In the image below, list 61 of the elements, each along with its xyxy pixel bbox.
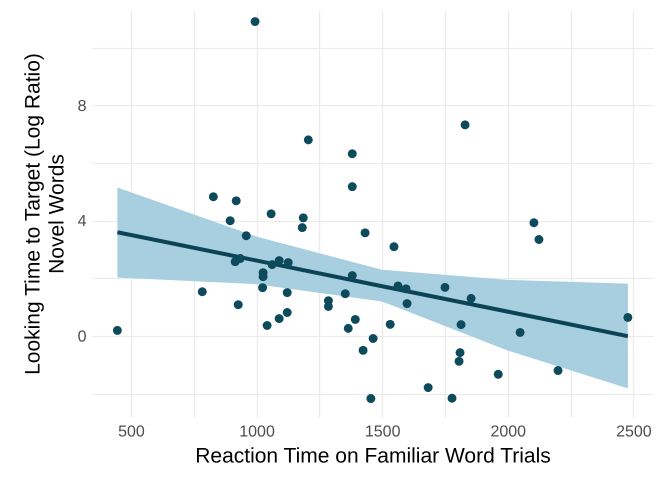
line-series [115, 230, 630, 338]
y-axis-title: Looking Time to Target (Log Ratio) Novel Words [22, 53, 69, 375]
x-tick-label: 500 [118, 424, 145, 440]
point [268, 260, 277, 270]
x-tick-label: 1000 [239, 424, 275, 440]
point [466, 294, 476, 303]
point [394, 281, 402, 290]
x-tick-label: 2500 [616, 424, 652, 440]
point [424, 383, 433, 392]
point [282, 308, 292, 317]
point [360, 228, 370, 238]
point [112, 326, 122, 335]
point [448, 394, 456, 403]
point [262, 321, 272, 330]
point [350, 314, 360, 324]
point [208, 192, 218, 202]
point [266, 209, 276, 218]
point [456, 320, 466, 330]
point [250, 17, 260, 26]
point [348, 149, 357, 158]
point [402, 299, 412, 308]
point [368, 334, 378, 343]
point [274, 314, 284, 324]
point [232, 196, 241, 206]
point [440, 282, 450, 292]
point [529, 218, 538, 228]
point [402, 284, 411, 294]
x-axis-title: Reaction Time on Familiar Word Trials [195, 444, 551, 468]
point [226, 216, 235, 226]
point [554, 366, 563, 375]
point [242, 231, 251, 240]
point [386, 320, 395, 329]
x-tick-label: 2000 [490, 424, 526, 440]
point [460, 120, 470, 130]
point [494, 370, 503, 379]
point [236, 254, 245, 263]
point [340, 289, 350, 298]
point [456, 348, 465, 358]
point [274, 256, 284, 266]
point [344, 324, 353, 333]
point [282, 288, 292, 298]
point [516, 328, 525, 337]
point [623, 312, 632, 322]
point [258, 283, 268, 292]
x-tick-label: 1500 [364, 424, 401, 440]
point [454, 356, 464, 366]
point [284, 258, 293, 268]
y-tick-label: 8 [78, 98, 87, 115]
point [298, 213, 308, 222]
y-tick-label: 0 [78, 328, 87, 346]
point [304, 135, 313, 144]
point [534, 235, 544, 244]
point [366, 394, 376, 403]
point [390, 242, 398, 252]
y-tick-label: 4 [78, 213, 87, 230]
point [298, 223, 307, 232]
point [234, 300, 243, 310]
point [358, 346, 368, 355]
point [348, 271, 357, 280]
point [348, 182, 357, 192]
point [198, 287, 207, 296]
